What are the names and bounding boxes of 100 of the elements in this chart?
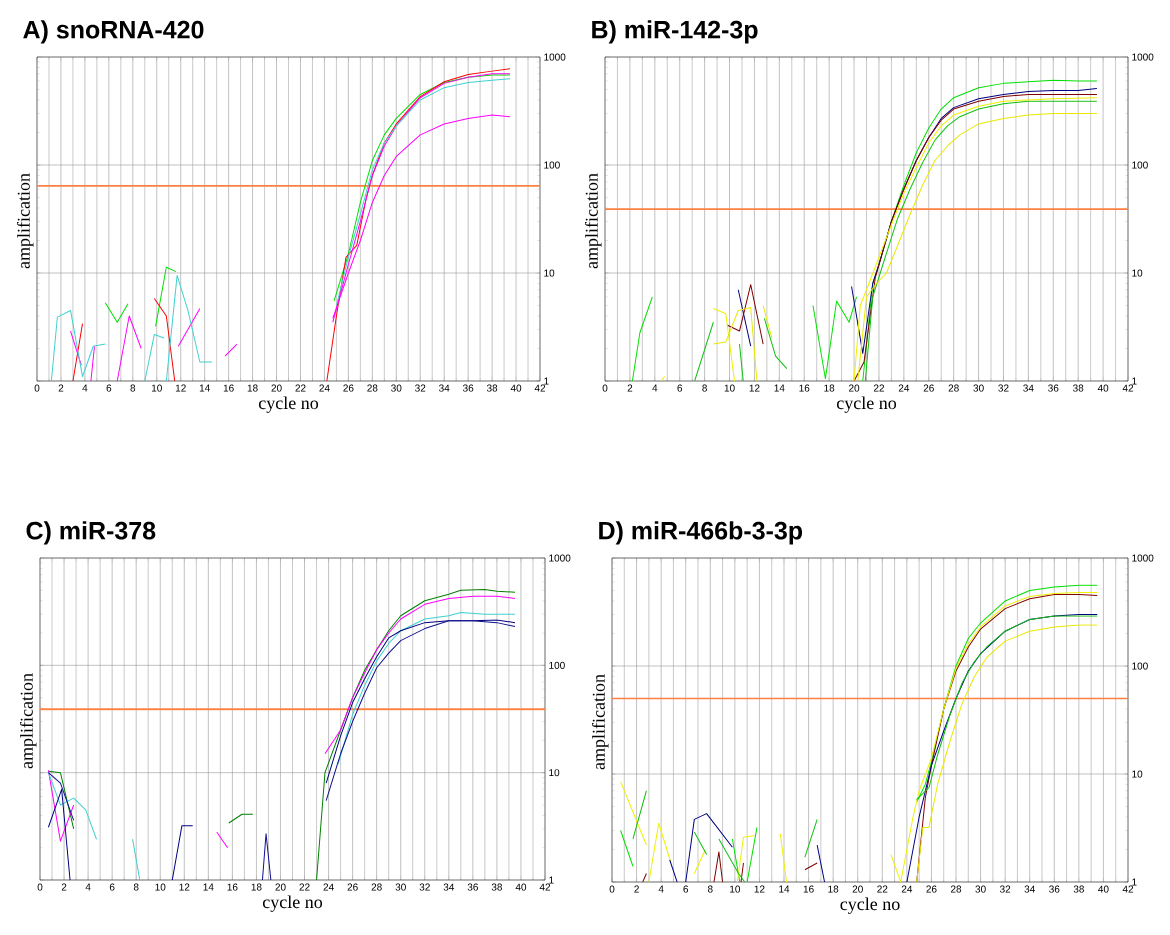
x-tick-label: 40 <box>1098 885 1109 893</box>
x-axis-title: cycle no <box>840 897 900 914</box>
x-tick-label: 32 <box>415 384 426 392</box>
x-tick-label: 24 <box>319 384 330 392</box>
x-tick-label: 4 <box>652 384 658 392</box>
x-tick-label: 30 <box>391 384 402 392</box>
x-tick-label: 38 <box>486 384 498 392</box>
y-tick-label: 100 <box>1132 161 1148 169</box>
y-tick-label: 10 <box>544 269 555 277</box>
x-tick-label: 16 <box>227 883 238 891</box>
x-tick-label: 14 <box>774 384 785 392</box>
x-tick-label: 26 <box>926 885 937 893</box>
x-tick-label: 42 <box>539 883 551 891</box>
x-tick-label: 40 <box>510 384 522 392</box>
y-tick-label: 1 <box>1132 377 1137 385</box>
x-tick-label: 18 <box>247 384 258 392</box>
x-tick-label: 36 <box>1048 384 1059 392</box>
x-tick-label: 28 <box>950 885 962 893</box>
x-tick-label: 22 <box>299 883 310 891</box>
x-tick-label: 38 <box>491 883 503 891</box>
y-tick-label: 1000 <box>549 554 571 562</box>
x-tick-label: 0 <box>602 384 608 392</box>
chart-title: B) miR-142-3p <box>592 20 758 44</box>
x-tick-label: 14 <box>779 885 790 893</box>
y-tick-label: 1000 <box>1132 554 1154 562</box>
x-tick-label: 0 <box>609 885 615 893</box>
x-tick-label: 12 <box>749 384 760 392</box>
x-tick-label: 0 <box>34 384 40 392</box>
x-tick-label: 2 <box>61 883 67 891</box>
y-tick-label: 100 <box>544 161 560 169</box>
x-tick-label: 6 <box>109 883 115 891</box>
x-tick-label: 10 <box>151 384 162 392</box>
y-tick-label: 100 <box>549 661 565 669</box>
x-tick-label: 2 <box>634 885 639 893</box>
x-tick-label: 34 <box>1024 885 1035 893</box>
x-tick-label: 12 <box>175 384 186 392</box>
x-tick-label: 10 <box>724 384 735 392</box>
x-tick-label: 10 <box>155 883 166 891</box>
x-tick-label: 42 <box>1122 384 1134 392</box>
x-tick-label: 16 <box>223 384 234 392</box>
y-axis-title: amplification <box>591 674 609 770</box>
x-tick-label: 2 <box>627 384 633 392</box>
chart-title: D) miR-466b-3-3p <box>599 521 803 545</box>
x-tick-label: 16 <box>803 885 814 893</box>
x-tick-label: 6 <box>106 384 112 392</box>
x-tick-label: 28 <box>367 384 378 392</box>
x-tick-label: 18 <box>251 883 262 891</box>
y-axis-title: amplification <box>584 173 602 269</box>
x-tick-label: 14 <box>199 384 210 392</box>
x-tick-label: 28 <box>371 883 382 891</box>
x-tick-label: 22 <box>295 384 306 392</box>
y-tick-label: 100 <box>1132 662 1148 670</box>
x-tick-label: 24 <box>323 883 334 891</box>
x-tick-label: 32 <box>999 885 1011 893</box>
line-series <box>916 624 1098 883</box>
x-tick-label: 6 <box>683 885 689 893</box>
x-tick-label: 40 <box>515 883 527 891</box>
x-axis-title: cycle no <box>262 895 323 912</box>
y-tick-label: 10 <box>549 769 560 777</box>
y-axis-title: amplification <box>16 173 34 269</box>
x-tick-label: 18 <box>824 384 835 392</box>
x-tick-label: 24 <box>898 384 910 392</box>
chart-title: A) snoRNA-420 <box>23 20 204 44</box>
x-tick-label: 36 <box>467 883 478 891</box>
y-tick-label: 1000 <box>1132 53 1154 61</box>
x-tick-label: 42 <box>534 384 546 392</box>
x-tick-label: 20 <box>275 883 286 891</box>
x-tick-label: 34 <box>443 883 455 891</box>
y-tick-label: 10 <box>1132 770 1143 778</box>
x-tick-label: 12 <box>179 883 190 891</box>
x-tick-label: 10 <box>730 885 741 893</box>
x-tick-label: 42 <box>1122 885 1134 893</box>
x-tick-label: 38 <box>1073 384 1084 392</box>
x-tick-label: 36 <box>462 384 474 392</box>
x-tick-label: 0 <box>37 883 43 891</box>
y-tick-label: 1000 <box>544 53 566 61</box>
x-tick-label: 8 <box>130 384 136 392</box>
y-axis-title: amplification <box>19 673 37 769</box>
x-axis-title: cycle no <box>258 396 319 413</box>
x-tick-label: 6 <box>677 384 683 392</box>
x-tick-label: 38 <box>1073 885 1084 893</box>
y-tick-label: 1 <box>549 876 554 884</box>
x-tick-label: 14 <box>203 883 214 891</box>
x-tick-label: 8 <box>707 885 713 893</box>
x-tick-label: 26 <box>347 883 358 891</box>
x-tick-label: 28 <box>948 384 959 392</box>
x-tick-label: 2 <box>58 384 64 392</box>
x-tick-label: 8 <box>133 883 139 891</box>
x-tick-label: 18 <box>828 885 839 893</box>
x-tick-label: 16 <box>799 384 810 392</box>
x-tick-label: 34 <box>1023 384 1034 392</box>
x-tick-label: 4 <box>658 885 664 893</box>
x-tick-label: 40 <box>1097 384 1109 392</box>
x-tick-label: 20 <box>271 384 282 392</box>
x-tick-label: 30 <box>975 885 986 893</box>
x-axis-title: cycle no <box>836 396 897 413</box>
y-tick-label: 1 <box>1132 878 1137 886</box>
x-tick-label: 32 <box>419 883 430 891</box>
x-tick-label: 34 <box>439 384 450 392</box>
x-tick-label: 4 <box>85 883 91 891</box>
